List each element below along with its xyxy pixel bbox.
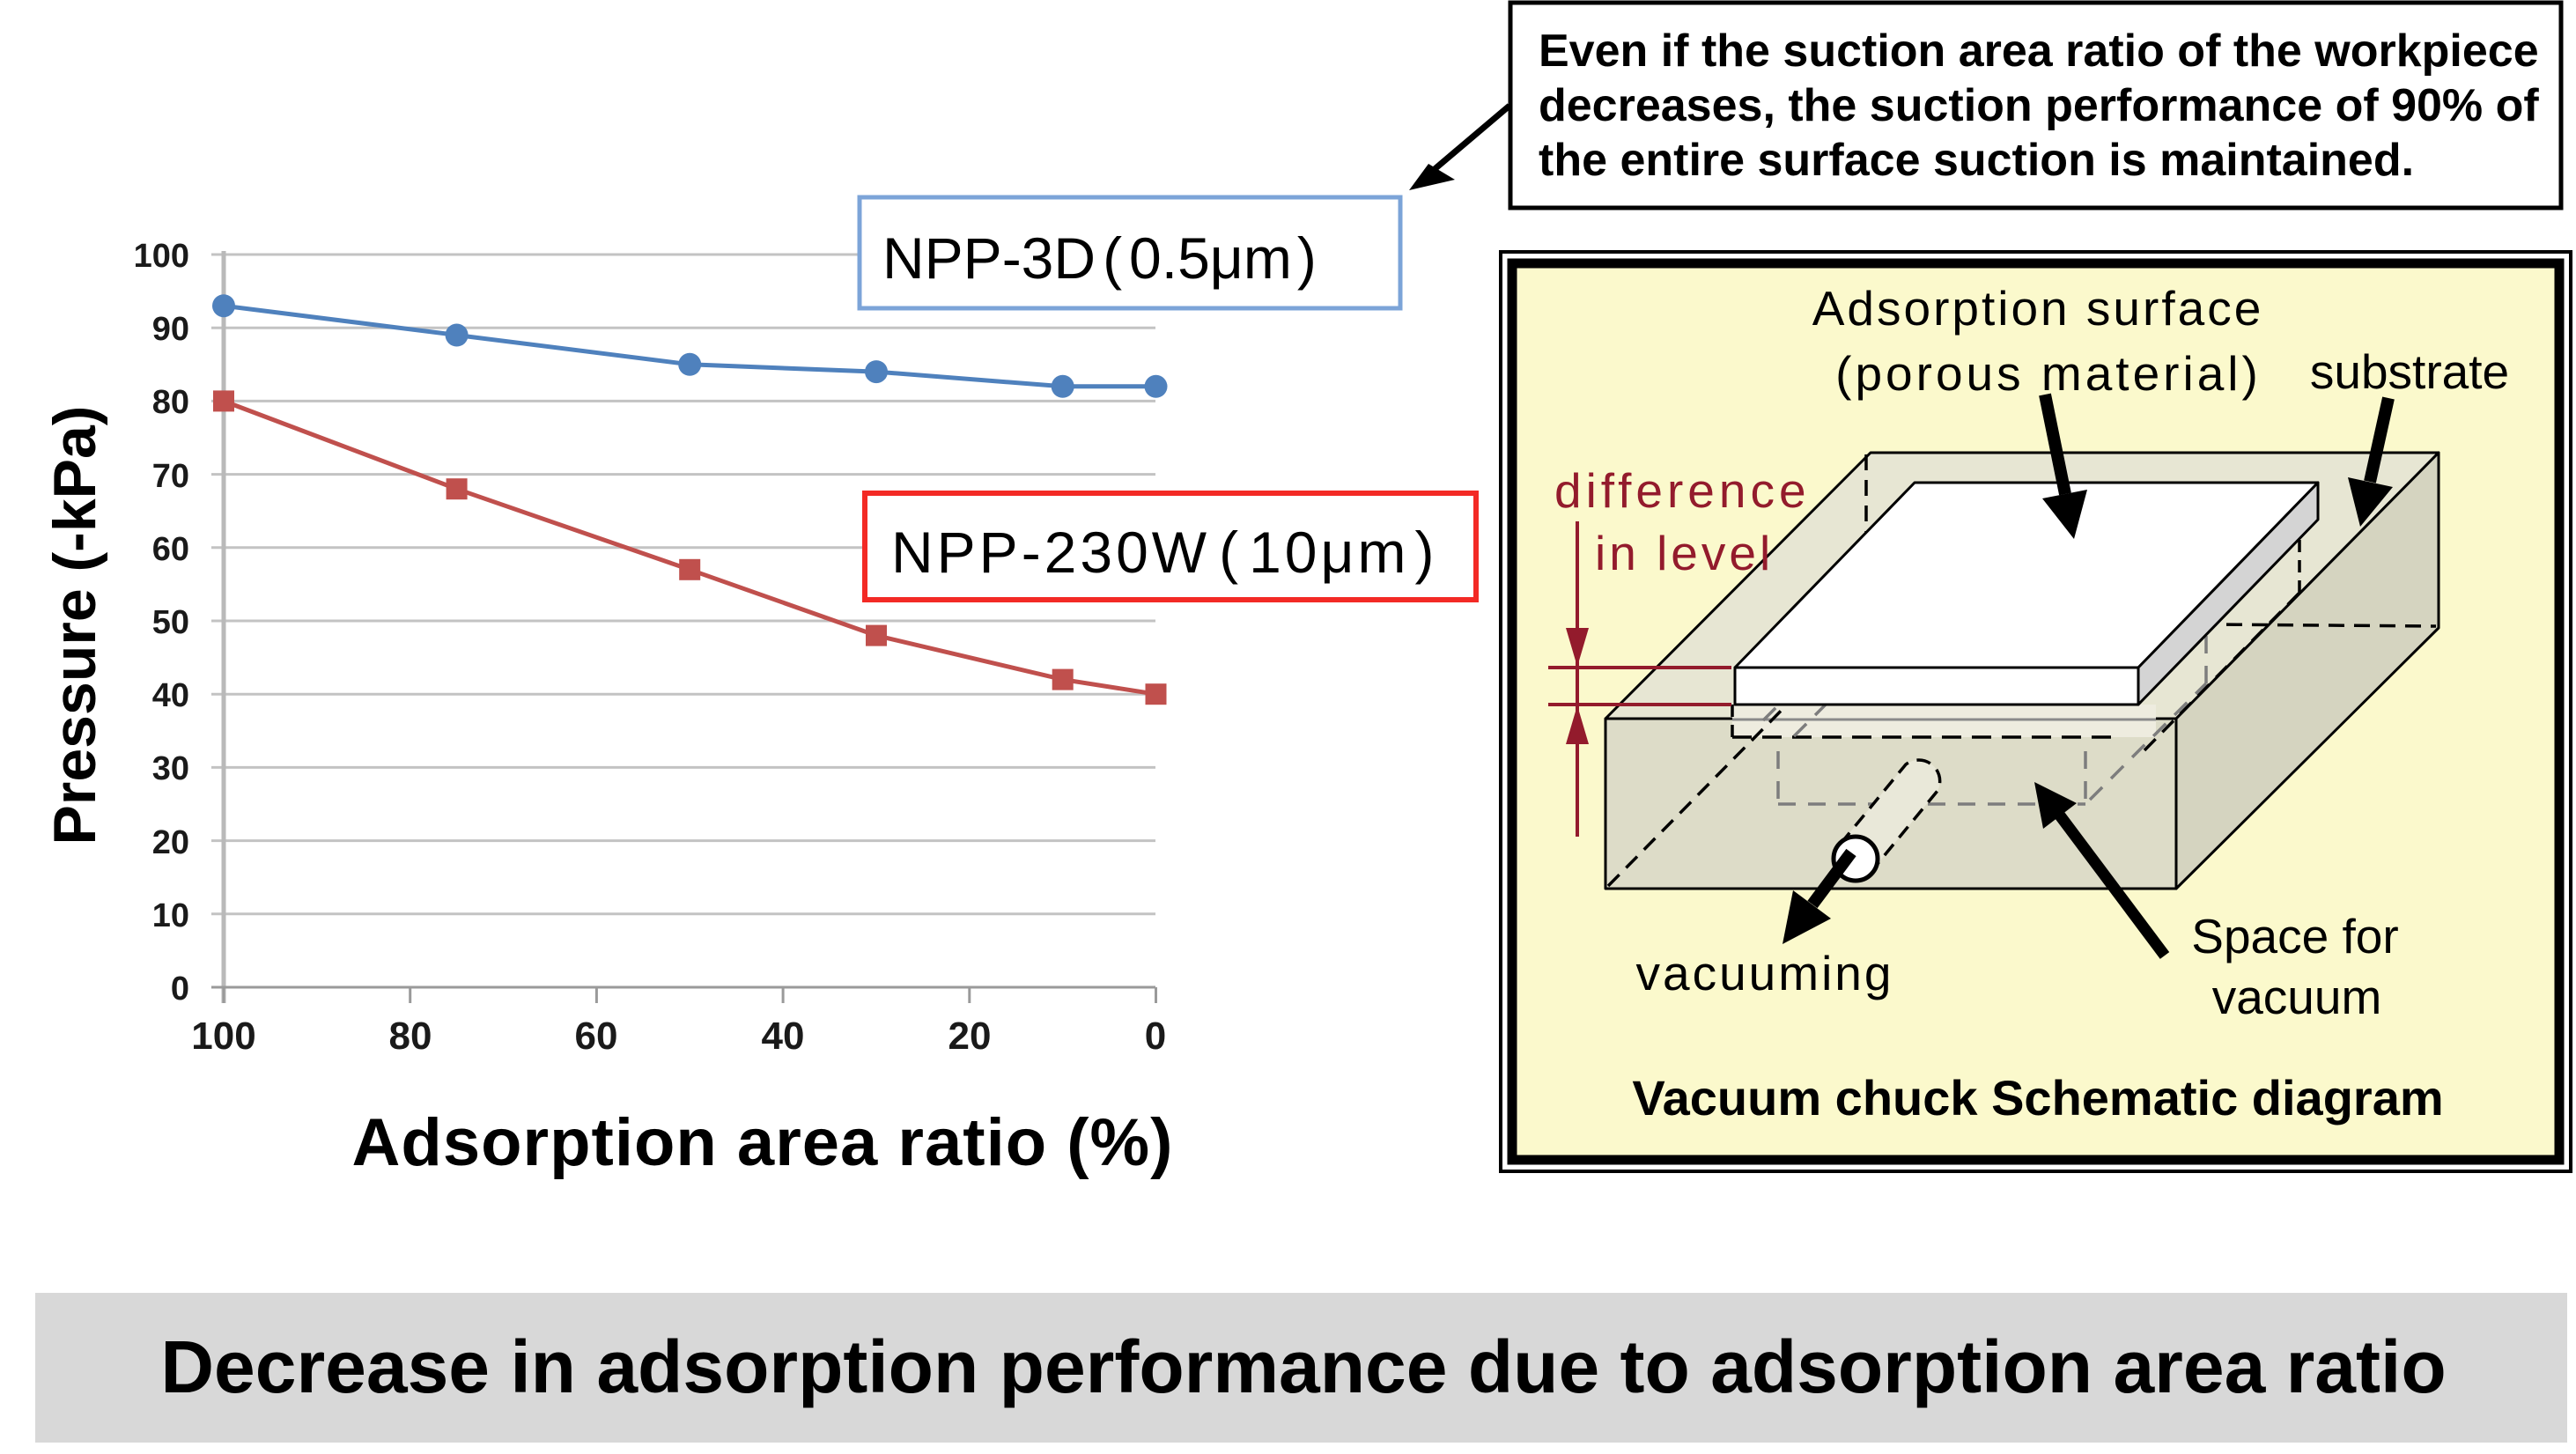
svg-text:Adsorption area ratio (%): Adsorption area ratio (%) [352, 1105, 1174, 1180]
svg-text:Adsorption surface: Adsorption surface [1812, 281, 2264, 336]
svg-text:the entire surface suction is: the entire surface suction is maintained… [1539, 135, 2414, 186]
svg-text:difference: difference [1554, 463, 1811, 518]
svg-text:30: 30 [152, 750, 189, 787]
svg-text:Vacuum chuck Schematic diagram: Vacuum chuck Schematic diagram [1632, 1070, 2443, 1126]
svg-text:(porous material): (porous material) [1835, 346, 2262, 401]
svg-text:100: 100 [191, 1015, 255, 1058]
svg-text:NPP-230W(10μm): NPP-230W(10μm) [891, 520, 1438, 585]
svg-text:80: 80 [389, 1015, 432, 1058]
svg-text:50: 50 [152, 604, 189, 641]
svg-text:decreases, the suction perform: decreases, the suction performance of 90… [1539, 80, 2539, 131]
svg-text:Space for: Space for [2191, 909, 2398, 963]
svg-text:60: 60 [575, 1015, 618, 1058]
svg-text:0: 0 [171, 971, 189, 1007]
svg-text:80: 80 [152, 384, 189, 421]
svg-text:90: 90 [152, 311, 189, 348]
svg-text:Decrease in adsorption perform: Decrease in adsorption performance due t… [160, 1325, 2446, 1408]
svg-text:vacuuming: vacuuming [1636, 946, 1894, 1000]
svg-text:40: 40 [762, 1015, 805, 1058]
svg-text:100: 100 [134, 238, 189, 275]
svg-text:70: 70 [152, 458, 189, 495]
svg-text:vacuum: vacuum [2212, 970, 2382, 1024]
svg-text:40: 40 [152, 677, 189, 714]
svg-text:Pressure (-kPa): Pressure (-kPa) [41, 406, 108, 845]
svg-text:Even if the suction area ratio: Even if the suction area ratio of the wo… [1539, 26, 2539, 77]
svg-text:60: 60 [152, 531, 189, 568]
svg-text:substrate: substrate [2310, 344, 2509, 399]
svg-text:20: 20 [152, 824, 189, 861]
svg-text:in level: in level [1595, 526, 1774, 580]
svg-text:10: 10 [152, 897, 189, 934]
svg-text:0: 0 [1145, 1015, 1166, 1058]
svg-text:20: 20 [948, 1015, 992, 1058]
